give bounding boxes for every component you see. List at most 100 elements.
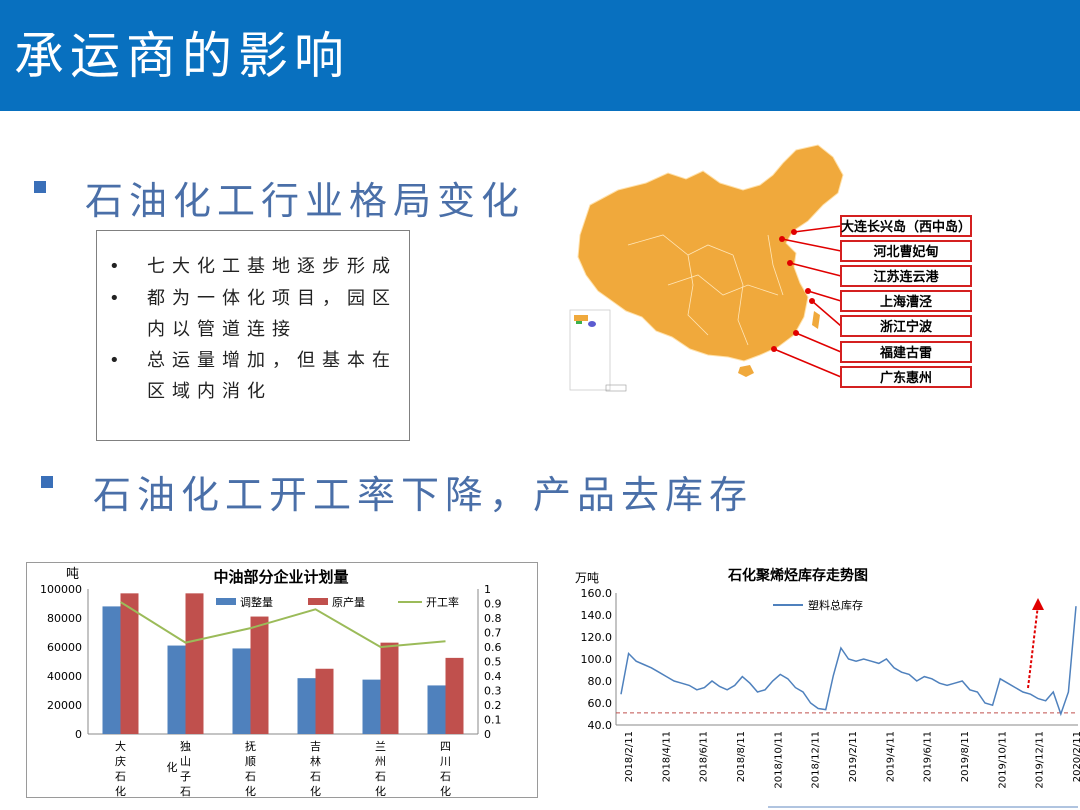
x-tick-label: 2018/6/11 <box>699 731 710 782</box>
map-label: 上海漕泾 <box>880 294 932 310</box>
map-label: 浙江宁波 <box>880 319 933 335</box>
x-tick: 2018/12/11 <box>811 731 822 789</box>
y-tick-label: 80000 <box>47 612 82 625</box>
category-label: 山 <box>180 755 191 768</box>
series-line-inventory <box>620 606 1077 717</box>
list-item-text: 总运量增加，但基本在区域内消化 <box>147 350 397 402</box>
legend-label: 塑料总库存 <box>808 598 863 612</box>
x-tick-label: 2018/8/11 <box>736 731 747 782</box>
bars <box>102 593 464 734</box>
x-axis-ticks: 2018/2/11 2018/4/11 2018/6/11 2018/8/11 2018… <box>624 731 1080 789</box>
category-label: 石 <box>115 770 126 783</box>
y-tick-label: 120.0 <box>581 631 613 644</box>
x-tick-label: 2019/10/11 <box>997 731 1008 789</box>
x-tick: 2019/6/11 <box>923 731 934 782</box>
map-label: 江苏连云港 <box>873 269 939 285</box>
page-title: 承运商的影响 <box>14 27 350 85</box>
leader-line <box>773 348 842 378</box>
province-borders <box>627 234 784 346</box>
x-tick: 2020/2/11 <box>1072 731 1080 782</box>
legend: 调整量 原产量 开工率 <box>216 595 459 609</box>
bar-tiaozheng <box>232 648 251 734</box>
section1-heading: 石油化工行业格局变化 <box>85 179 526 223</box>
leader-line <box>807 290 842 302</box>
south-china-sea-inset <box>569 309 627 392</box>
y-axis-ticks: 40.0 60.0 80.0 100.0 120.0 140.0 160.0 <box>581 587 613 732</box>
bar-yuanchan <box>380 642 399 734</box>
map-label: 广东惠州 <box>880 370 932 386</box>
x-tick: 2019/10/11 <box>997 731 1008 789</box>
y-axis-label: 万吨 <box>575 571 599 585</box>
bar-tiaozheng <box>427 685 446 734</box>
category-label: 化 <box>245 784 256 798</box>
label-box <box>840 341 972 363</box>
text-box: • 七大化工基地逐步形成 • 都为一体化项目，园区内以管道连接 • 总运量增加，… <box>96 230 410 441</box>
x-tick-label: 2019/8/11 <box>960 731 971 782</box>
x-tick-label: 2019/2/11 <box>848 731 859 782</box>
map-label: 河北曹妃甸 <box>873 244 938 260</box>
label-box <box>840 290 972 312</box>
y-axis-ticks: 0 20000 40000 60000 80000 100000 <box>40 583 82 741</box>
category-label: 化 <box>440 784 451 798</box>
inset-marker-blue <box>588 321 596 327</box>
section-bullet-2 <box>41 476 53 488</box>
category-label: 庆 <box>115 754 126 768</box>
y2-tick-label: 0.3 <box>484 685 502 698</box>
title-bar: 承运商的影响 <box>0 0 1080 111</box>
bar-yuanchan <box>445 657 464 734</box>
y-tick-label: 40.0 <box>588 719 613 732</box>
category-label: 独 <box>180 740 191 753</box>
category-label: 州 <box>375 755 386 768</box>
arrow-shaft <box>1027 604 1039 689</box>
bullet-dot: • <box>109 256 127 277</box>
x-tick-label: 2019/4/11 <box>885 731 896 782</box>
x-tick-label: 2019/6/11 <box>923 731 934 782</box>
category-label: 子 <box>180 770 191 783</box>
inset-marker-green <box>576 321 582 324</box>
x-tick-label: 2018/10/11 <box>773 731 784 789</box>
list-item: • 总运量增加，但基本在区域内消化 <box>109 345 399 407</box>
y-tick-label: 20000 <box>47 699 82 712</box>
series-line-kaigonglv <box>119 601 446 649</box>
label-box <box>840 265 972 287</box>
category-label: 化 <box>375 784 386 798</box>
bar-tiaozheng <box>297 678 316 734</box>
y2-tick-label: 0.2 <box>484 699 502 712</box>
x-tick-label: 2018/4/11 <box>661 731 672 782</box>
y2-tick-label: 0.6 <box>484 641 502 654</box>
legend-label: 原产量 <box>332 595 365 609</box>
list-item: • 都为一体化项目，园区内以管道连接 <box>109 283 399 345</box>
category-label: 林 <box>310 754 321 768</box>
x-tick-label: 2018/2/11 <box>624 731 635 782</box>
inset-scale-bar <box>605 384 627 392</box>
y-tick-label: 40000 <box>47 670 82 683</box>
y2-tick-label: 0.8 <box>484 612 502 625</box>
x-tick: 2019/12/11 <box>1035 731 1046 789</box>
y2-axis-ticks: 00.1 0.20.3 0.40.5 0.60.7 0.80.9 1 <box>484 583 502 741</box>
leader-line <box>781 238 842 252</box>
category-label: 石 <box>180 785 191 798</box>
map-labels: 大连长兴岛（西中岛） 河北曹妃甸 江苏连云港 上海漕泾 浙江宁波 福建古雷 广东… <box>840 215 972 388</box>
legend-label: 开工率 <box>426 595 459 609</box>
bar-tiaozheng <box>362 679 381 734</box>
category-label: 大 <box>115 739 126 753</box>
map-label: 福建古雷 <box>879 345 932 361</box>
leader-line <box>811 300 842 327</box>
y-tick-label: 60.0 <box>588 697 613 710</box>
list-item: • 七大化工基地逐步形成 <box>109 251 399 282</box>
legend-swatch-yuanchan <box>308 598 328 605</box>
trend-arrow <box>1027 598 1044 689</box>
y-tick-label: 160.0 <box>581 587 613 600</box>
y-tick-label: 100.0 <box>581 653 613 666</box>
inventory-trend-chart: 石化聚烯烃库存走势图 万吨 40.0 60.0 80.0 100.0 120.0 140.… <box>575 567 1080 808</box>
category-label: 石 <box>440 770 451 783</box>
leader-lines <box>773 225 842 378</box>
inset-land <box>574 315 588 321</box>
category-label: 化 <box>310 784 321 798</box>
category-label: 四 <box>440 740 451 753</box>
taiwan-island <box>812 311 820 329</box>
province-border <box>767 234 784 296</box>
y2-tick-label: 0.1 <box>484 714 502 727</box>
category-label: 石 <box>245 770 256 783</box>
category-label: 石 <box>310 770 321 783</box>
